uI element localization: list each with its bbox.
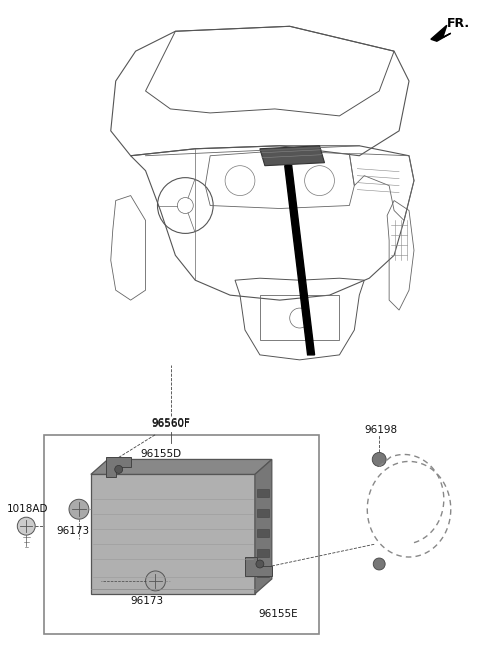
- Bar: [257, 529, 269, 537]
- Circle shape: [145, 571, 166, 591]
- Circle shape: [372, 453, 386, 466]
- Text: 96173: 96173: [131, 596, 164, 606]
- Text: 1018AD: 1018AD: [6, 504, 48, 514]
- Text: 96560F: 96560F: [151, 418, 190, 428]
- Circle shape: [17, 517, 35, 535]
- Bar: [257, 509, 269, 517]
- Bar: [260, 295, 339, 340]
- Text: 96155E: 96155E: [258, 609, 298, 619]
- Bar: [257, 489, 269, 497]
- Polygon shape: [260, 146, 324, 166]
- Text: 96560F: 96560F: [151, 419, 190, 428]
- Polygon shape: [106, 457, 131, 478]
- Polygon shape: [91, 459, 272, 474]
- Polygon shape: [255, 459, 272, 594]
- Circle shape: [69, 499, 89, 519]
- Bar: [257, 569, 269, 577]
- Text: 96173: 96173: [56, 526, 89, 536]
- Polygon shape: [245, 557, 272, 576]
- Circle shape: [373, 558, 385, 570]
- Bar: [257, 549, 269, 557]
- Circle shape: [115, 465, 123, 474]
- Bar: [44, 434, 319, 634]
- Polygon shape: [91, 474, 255, 594]
- Circle shape: [256, 560, 264, 568]
- Polygon shape: [285, 166, 314, 355]
- Text: 96155D: 96155D: [141, 449, 182, 459]
- Text: FR.: FR.: [447, 17, 470, 30]
- Text: 96198: 96198: [364, 424, 397, 434]
- Polygon shape: [431, 26, 451, 41]
